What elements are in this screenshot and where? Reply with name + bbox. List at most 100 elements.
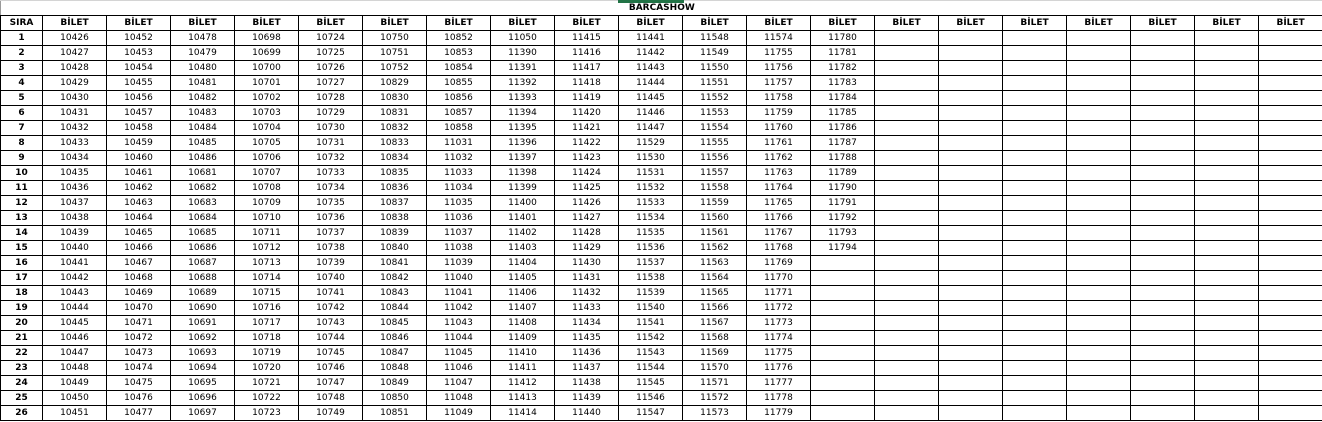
ticket-cell[interactable]: 10855 (426, 75, 491, 91)
empty-cell[interactable] (874, 390, 939, 406)
empty-cell[interactable] (874, 195, 939, 211)
ticket-cell[interactable]: 10464 (106, 210, 171, 226)
ticket-cell[interactable]: 11769 (746, 255, 811, 271)
ticket-cell[interactable]: 10731 (298, 135, 363, 151)
ticket-cell[interactable]: 11444 (618, 75, 683, 91)
empty-cell[interactable] (1066, 345, 1131, 361)
empty-cell[interactable] (938, 90, 1003, 106)
ticket-cell[interactable]: 10752 (362, 60, 427, 76)
empty-cell[interactable] (1130, 75, 1195, 91)
empty-cell[interactable] (1130, 150, 1195, 166)
ticket-cell[interactable]: 10853 (426, 45, 491, 61)
row-number-cell[interactable]: 8 (0, 135, 43, 151)
row-number-cell[interactable]: 22 (0, 345, 43, 361)
empty-cell[interactable] (938, 120, 1003, 136)
ticket-cell[interactable]: 10434 (42, 150, 107, 166)
ticket-cell[interactable]: 11759 (746, 105, 811, 121)
empty-cell[interactable] (874, 180, 939, 196)
empty-cell[interactable] (1130, 300, 1195, 316)
empty-cell[interactable] (874, 255, 939, 271)
ticket-cell[interactable]: 10472 (106, 330, 171, 346)
ticket-cell[interactable]: 10461 (106, 165, 171, 181)
ticket-cell[interactable]: 11418 (554, 75, 619, 91)
ticket-cell[interactable]: 11764 (746, 180, 811, 196)
empty-cell[interactable] (1257, 255, 1322, 271)
ticket-cell[interactable]: 11037 (426, 225, 491, 241)
empty-cell[interactable] (1066, 330, 1131, 346)
ticket-cell[interactable]: 10738 (298, 240, 363, 256)
ticket-cell[interactable]: 11042 (426, 300, 491, 316)
empty-cell[interactable] (1257, 375, 1322, 391)
empty-cell[interactable] (1002, 330, 1067, 346)
row-number-cell[interactable]: 1 (0, 30, 43, 46)
ticket-cell[interactable]: 11756 (746, 60, 811, 76)
ticket-cell[interactable]: 10436 (42, 180, 107, 196)
ticket-cell[interactable]: 10856 (426, 90, 491, 106)
empty-cell[interactable] (874, 210, 939, 226)
empty-cell[interactable] (1002, 60, 1067, 76)
ticket-cell[interactable]: 10433 (42, 135, 107, 151)
ticket-cell[interactable]: 11568 (682, 330, 747, 346)
ticket-cell[interactable]: 10696 (170, 390, 235, 406)
ticket-cell[interactable]: 10747 (298, 375, 363, 391)
empty-cell[interactable] (1066, 150, 1131, 166)
column-header-bilet[interactable]: BİLET (1194, 15, 1259, 31)
ticket-cell[interactable]: 11434 (554, 315, 619, 331)
empty-cell[interactable] (1002, 255, 1067, 271)
empty-cell[interactable] (938, 105, 1003, 121)
empty-cell[interactable] (1194, 90, 1259, 106)
empty-cell[interactable] (1194, 405, 1259, 421)
ticket-cell[interactable]: 10854 (426, 60, 491, 76)
ticket-cell[interactable]: 10719 (234, 345, 299, 361)
ticket-cell[interactable]: 11539 (618, 285, 683, 301)
ticket-cell[interactable]: 10741 (298, 285, 363, 301)
empty-cell[interactable] (1066, 405, 1131, 421)
ticket-cell[interactable]: 11761 (746, 135, 811, 151)
ticket-cell[interactable]: 10829 (362, 75, 427, 91)
ticket-cell[interactable]: 11774 (746, 330, 811, 346)
ticket-cell[interactable]: 11556 (682, 150, 747, 166)
ticket-cell[interactable]: 10723 (234, 405, 299, 421)
ticket-cell[interactable]: 10686 (170, 240, 235, 256)
ticket-cell[interactable]: 10832 (362, 120, 427, 136)
ticket-cell[interactable]: 11417 (554, 60, 619, 76)
empty-cell[interactable] (1194, 150, 1259, 166)
ticket-cell[interactable]: 11392 (490, 75, 555, 91)
ticket-cell[interactable]: 11040 (426, 270, 491, 286)
empty-cell[interactable] (1130, 285, 1195, 301)
ticket-cell[interactable]: 10688 (170, 270, 235, 286)
ticket-cell[interactable]: 11409 (490, 330, 555, 346)
empty-cell[interactable] (810, 300, 875, 316)
ticket-cell[interactable]: 11547 (618, 405, 683, 421)
empty-cell[interactable] (1130, 375, 1195, 391)
ticket-cell[interactable]: 11433 (554, 300, 619, 316)
empty-cell[interactable] (1257, 390, 1322, 406)
empty-cell[interactable] (874, 315, 939, 331)
empty-cell[interactable] (1130, 360, 1195, 376)
ticket-cell[interactable]: 10682 (170, 180, 235, 196)
empty-cell[interactable] (938, 330, 1003, 346)
ticket-cell[interactable]: 11755 (746, 45, 811, 61)
ticket-cell[interactable]: 10721 (234, 375, 299, 391)
ticket-cell[interactable]: 11763 (746, 165, 811, 181)
ticket-cell[interactable]: 10725 (298, 45, 363, 61)
ticket-cell[interactable]: 11535 (618, 225, 683, 241)
empty-cell[interactable] (1130, 30, 1195, 46)
ticket-cell[interactable]: 11436 (554, 345, 619, 361)
ticket-cell[interactable]: 11793 (810, 225, 875, 241)
empty-cell[interactable] (938, 255, 1003, 271)
ticket-cell[interactable]: 11424 (554, 165, 619, 181)
ticket-cell[interactable]: 10748 (298, 390, 363, 406)
empty-cell[interactable] (874, 270, 939, 286)
ticket-cell[interactable]: 10720 (234, 360, 299, 376)
empty-cell[interactable] (810, 330, 875, 346)
row-number-cell[interactable]: 11 (0, 180, 43, 196)
ticket-cell[interactable]: 11789 (810, 165, 875, 181)
empty-cell[interactable] (810, 360, 875, 376)
empty-cell[interactable] (1130, 105, 1195, 121)
empty-cell[interactable] (810, 390, 875, 406)
empty-cell[interactable] (874, 120, 939, 136)
empty-cell[interactable] (1002, 240, 1067, 256)
ticket-cell[interactable]: 11432 (554, 285, 619, 301)
empty-cell[interactable] (1066, 390, 1131, 406)
